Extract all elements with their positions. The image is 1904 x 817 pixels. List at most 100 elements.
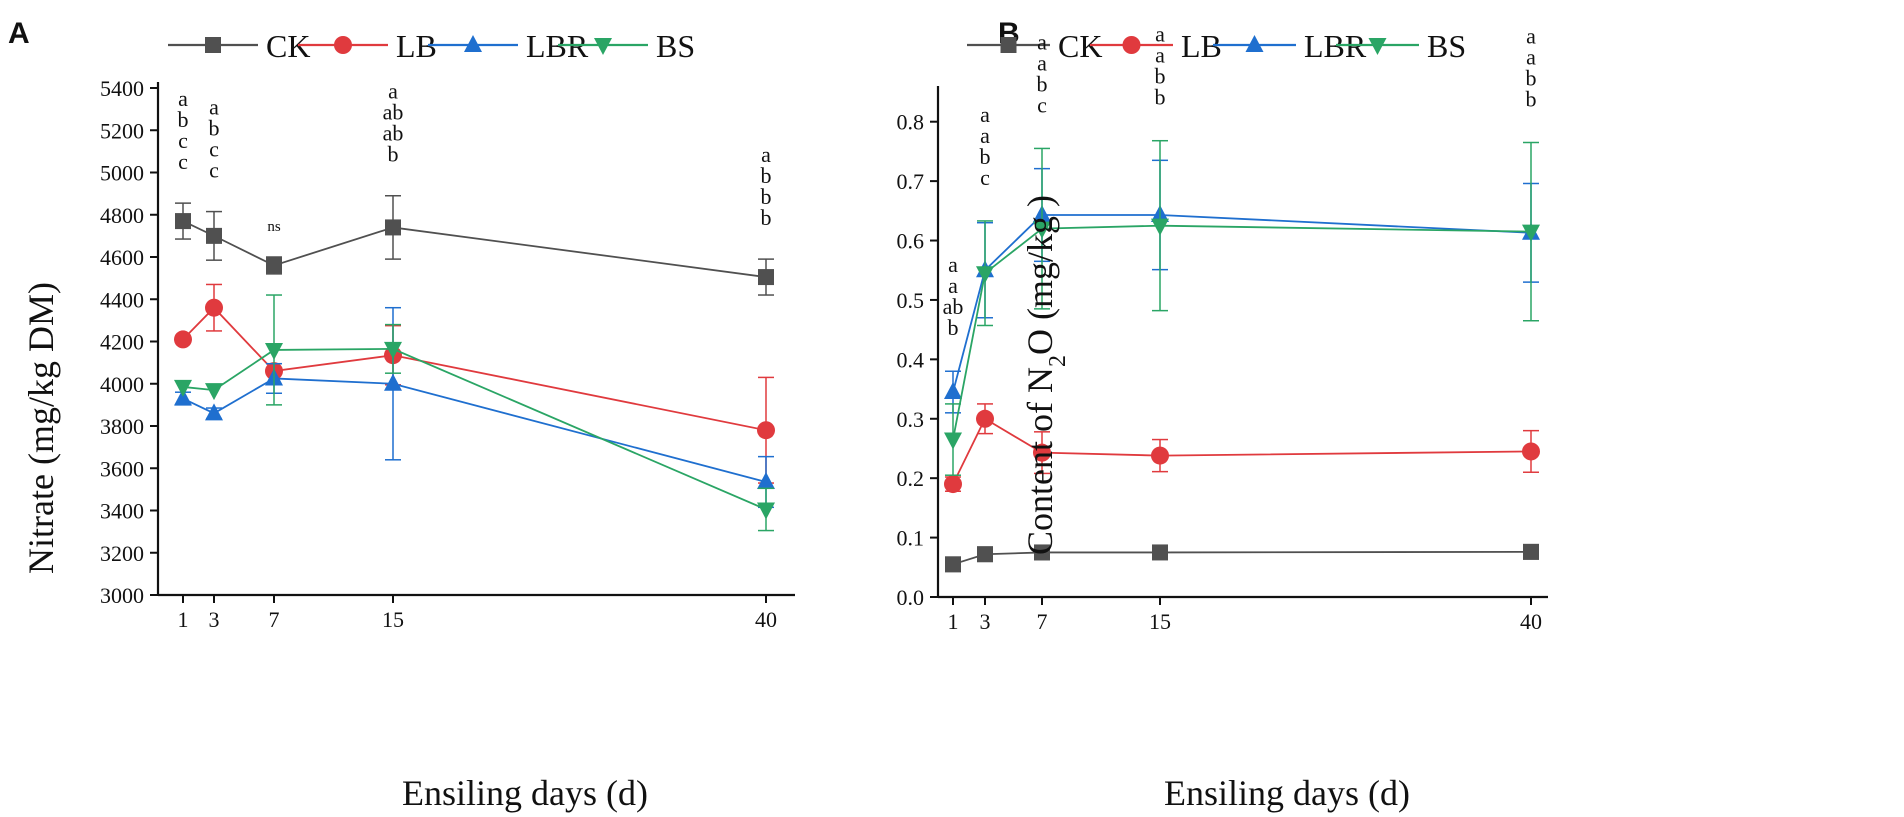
panel-b-point-lb bbox=[944, 475, 962, 494]
panel-a-y-tick-label: 3000 bbox=[100, 583, 144, 608]
panel-b-legend-marker-ck bbox=[1000, 37, 1017, 53]
panel-a-y-tick-label: 5000 bbox=[100, 161, 144, 186]
panel-b-y-axis-label: Content of N2O (mg/kg ) bbox=[1020, 195, 1071, 555]
panel-a-point-ck bbox=[266, 257, 282, 274]
panel-b-y-tick-label: 0.7 bbox=[897, 169, 925, 194]
panel-a-x-tick-label: 15 bbox=[382, 607, 404, 632]
panel-a-point-bs bbox=[205, 383, 223, 401]
panel-a-x-tick-label: 7 bbox=[269, 607, 280, 632]
panel-a-legend-ck: CK bbox=[168, 28, 310, 64]
panel-b-significance-letter: a bbox=[980, 123, 990, 148]
panel-b-y-tick-label: 0.2 bbox=[897, 466, 925, 491]
panel-b-series-bs bbox=[944, 139, 1540, 476]
panel-a-point-lb bbox=[205, 298, 223, 317]
panel-a-point-lb bbox=[174, 330, 192, 349]
panel-a-axes: 3000 3200 3400 3600 3800 4000 4200 4400 4600 4800… bbox=[100, 76, 795, 632]
panel-b-point-bs bbox=[1151, 218, 1169, 236]
panel-a-legend-marker-bs bbox=[594, 38, 612, 55]
panel-a-x-tick-label: 1 bbox=[178, 607, 189, 632]
panel-a-y-tick-label: 4000 bbox=[100, 372, 144, 397]
panel-b-significance-letter: a bbox=[980, 102, 990, 127]
panel-b-point-lb bbox=[1522, 442, 1540, 461]
panel-a-point-lb bbox=[757, 421, 775, 440]
panel-a-point-ck bbox=[206, 227, 222, 244]
panel-a-point-ck bbox=[758, 269, 774, 286]
panel-b-legend-ck: CK bbox=[967, 28, 1102, 64]
panel-label-a: A bbox=[8, 17, 30, 50]
panel-a-series bbox=[174, 194, 775, 532]
panel-a-significance-letter: b bbox=[388, 142, 399, 167]
panel-a-series-bs bbox=[174, 294, 775, 532]
panel-a-x-tick-label: 3 bbox=[209, 607, 220, 632]
panel-a-x-tick-label: 40 bbox=[755, 607, 777, 632]
panel-a-significance-letter: b bbox=[761, 163, 772, 188]
panel-b-significance-letter: b bbox=[1155, 64, 1166, 89]
panel-a-y-tick-label: 4200 bbox=[100, 330, 144, 355]
panel-a-significance-letter: b bbox=[761, 205, 772, 230]
panel-b-series-ck bbox=[945, 543, 1539, 573]
panel-b-x-tick-label: 15 bbox=[1149, 609, 1171, 634]
panel-b-x-tick-label: 40 bbox=[1520, 609, 1542, 634]
panel-a-point-lbr bbox=[205, 403, 223, 421]
panel-a-y-tick-label: 4600 bbox=[100, 245, 144, 270]
panel-b-point-lbr bbox=[944, 382, 962, 400]
panel-a-significance-letter: ab bbox=[383, 121, 404, 146]
panel-b-point-lb bbox=[1151, 446, 1169, 465]
panel-b-significance-letter: b bbox=[1155, 85, 1166, 110]
panel-b-significance-letter: b bbox=[948, 315, 959, 340]
panel-a-significance-letter: c bbox=[209, 158, 219, 183]
panel-b-y-tick-label: 0.3 bbox=[897, 407, 925, 432]
panel-b-y-label-subscript: 2 bbox=[1045, 355, 1071, 367]
panel-b-legend-bs: BS bbox=[1336, 28, 1466, 64]
panel-a-point-bs bbox=[384, 341, 402, 359]
panel-a-legend-label-bs: BS bbox=[656, 28, 695, 64]
panel-b-y-tick-label: 0.1 bbox=[897, 526, 925, 551]
panel-a-significance-letter: b bbox=[209, 116, 220, 141]
panel-b-significance-letter: a bbox=[1155, 22, 1165, 47]
panel-a-point-lbr bbox=[384, 373, 402, 391]
panel-a-legend-lb: LB bbox=[298, 28, 437, 64]
panel-a-significance-letter: ns bbox=[267, 219, 281, 235]
panel-a-y-tick-label: 3800 bbox=[100, 414, 144, 439]
panel-b-point-bs bbox=[976, 266, 994, 284]
panel-b-significance-letter: a bbox=[948, 252, 958, 277]
panel-a-point-ck bbox=[385, 219, 401, 236]
panel-b-point-ck bbox=[945, 556, 961, 573]
panel-a-y-tick-label: 3600 bbox=[100, 456, 144, 481]
panel-a-y-tick-label: 5200 bbox=[100, 118, 144, 143]
panel-b-significance-letter: b bbox=[1037, 71, 1048, 96]
panel-a-y-tick-label: 3200 bbox=[100, 541, 144, 566]
panel-a-y-tick-label: 5400 bbox=[100, 76, 144, 101]
panel-b-significance-letter: b bbox=[980, 144, 991, 169]
panel-b-point-bs bbox=[944, 432, 962, 450]
panel-b-point-ck bbox=[1523, 543, 1539, 560]
panel-b-legend-label-bs: BS bbox=[1427, 28, 1466, 64]
panel-a-significance-letter: b bbox=[761, 184, 772, 209]
panel-a-y-tick-label: 4400 bbox=[100, 287, 144, 312]
panel-a-point-lbr bbox=[757, 471, 775, 489]
panel-a-legend-marker-ck bbox=[205, 37, 221, 53]
panel-b-legend-marker-lb bbox=[1122, 36, 1141, 54]
panel-b-point-bs bbox=[1522, 224, 1540, 242]
panel-b-y-label-suffix: O (mg/kg ) bbox=[1020, 195, 1060, 355]
panel-b-significance-letter: ab bbox=[943, 294, 964, 319]
panel-a-series-ck bbox=[175, 194, 774, 296]
panel-b-significance-letter: c bbox=[980, 165, 990, 190]
panel-b-legend-marker-lbr bbox=[1245, 35, 1264, 52]
panel-b-significance-letter: c bbox=[1037, 92, 1047, 117]
panel-b-series bbox=[944, 139, 1540, 573]
panel-b-point-ck bbox=[977, 546, 993, 563]
panel-a-x-axis-label: Ensiling days (d) bbox=[402, 773, 648, 813]
panel-b-y-tick-label: 0.4 bbox=[897, 347, 925, 372]
